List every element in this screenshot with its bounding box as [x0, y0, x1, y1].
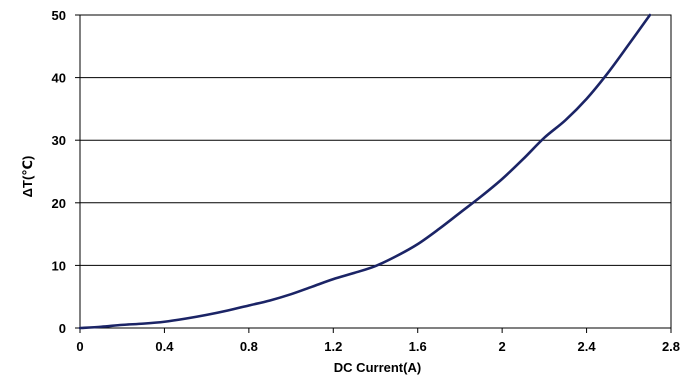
x-tick-label: 0	[76, 339, 83, 354]
plot-frame	[79, 14, 672, 329]
x-tick-label: 2	[499, 339, 506, 354]
x-axis-ticks: 0 0.4 0.8 1.2 1.6 2 2.4 2.8	[76, 328, 680, 354]
x-tick-label: 1.2	[324, 339, 342, 354]
x-tick-label: 2.8	[662, 339, 680, 354]
x-tick-label: 0.8	[240, 339, 258, 354]
x-tick-label: 1.6	[409, 339, 427, 354]
y-tick-label: 50	[52, 8, 66, 23]
x-axis-label: DC Current(A)	[334, 360, 421, 375]
y-tick-label: 20	[52, 196, 66, 211]
y-axis-label: ΔT(℃)	[20, 156, 35, 198]
y-tick-label: 10	[52, 258, 66, 273]
y-axis-ticks: 0 10 20 30 40 50	[52, 8, 80, 336]
x-tick-label: 2.4	[578, 339, 597, 354]
y-tick-label: 40	[52, 71, 66, 86]
y-tick-label: 0	[59, 321, 66, 336]
series-line	[78, 13, 652, 330]
x-tick-label: 0.4	[155, 339, 174, 354]
grid-lines	[80, 14, 671, 329]
y-tick-label: 30	[52, 133, 66, 148]
